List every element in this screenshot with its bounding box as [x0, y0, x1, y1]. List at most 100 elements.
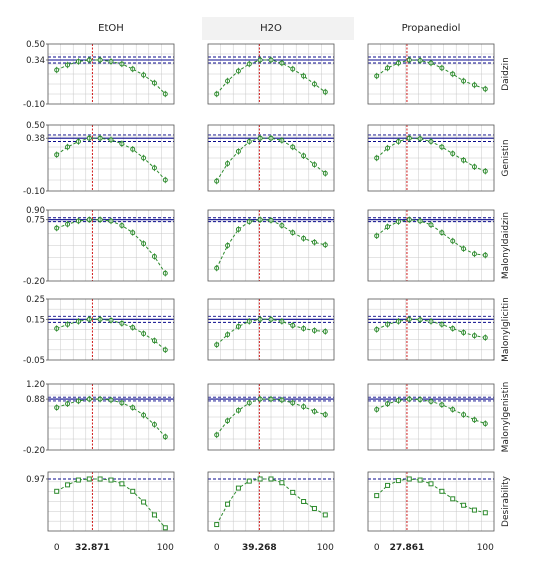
data-point: [395, 478, 401, 484]
data-point: [108, 477, 114, 483]
data-point: [301, 499, 307, 504]
y-tick-label: 1.20: [26, 380, 45, 390]
panel-malonylglicitin-etoh: 0.25 0.15 -0.05: [23, 295, 175, 366]
response-curve-genistin-etoh: [56, 137, 166, 181]
panel-malonylglicitin-propanediol: [367, 298, 495, 361]
data-point: [97, 476, 103, 482]
panel-malonylgenistin-h2o: [207, 383, 335, 451]
panel-frame: [207, 43, 335, 105]
y-tick-label: 0.15: [26, 315, 45, 325]
y-tick-label: -0.10: [23, 187, 45, 197]
data-point: [428, 481, 434, 487]
y-tick-label: 0.88: [26, 395, 45, 405]
optimum-value-etoh: 32.871: [75, 543, 110, 553]
data-point: [450, 496, 456, 502]
panel-frame: [47, 124, 175, 192]
panel-frame: [207, 298, 335, 361]
panel-malonylglicitin-h2o: [207, 298, 335, 361]
panel-malonyldaidzin-etoh: 0.900.75 -0.20: [23, 206, 175, 287]
row-label-daidzin: Daidzin: [501, 57, 511, 91]
data-point: [257, 476, 263, 482]
row-label-malonylgenistin: Malonylgenistin: [501, 382, 511, 453]
panel-frame: [367, 298, 495, 361]
panel-frame: [47, 298, 175, 361]
panel-frame: [207, 209, 335, 282]
header-cell-etoh: [42, 17, 194, 40]
panel-frame: [367, 43, 495, 105]
panel-frame: [47, 383, 175, 451]
panel-genistin-propanediol: [367, 124, 495, 192]
panel-frame: [367, 209, 495, 282]
y-tick-label: 0.50: [26, 40, 45, 50]
panel-desirability-h2o: [207, 471, 335, 532]
x-tick-label-propanediol-0: 0: [374, 543, 380, 553]
optimum-value-propanediol: 27.861: [390, 543, 425, 553]
y-tick-label: 0.97: [26, 475, 45, 485]
data-point: [461, 502, 467, 508]
panels-grid: 0.500.34-0.100.500.38-0.100.900.75-0.200…: [23, 40, 495, 532]
panel-frame: [47, 209, 175, 282]
panel-frame: [47, 43, 175, 105]
data-point: [439, 488, 445, 494]
x-tick-label-etoh-0: 0: [54, 543, 60, 553]
data-point: [235, 485, 241, 491]
row-labels: Daidzin Genistin Malonyldaidzin Malonylglic…: [501, 57, 511, 527]
column-headers: EtOH H2O Propanediol: [42, 17, 514, 40]
data-point: [268, 476, 274, 482]
data-point: [151, 512, 157, 518]
data-point: [86, 476, 92, 482]
data-point: [417, 477, 423, 483]
panel-frame: [207, 471, 335, 532]
data-point: [322, 512, 328, 518]
data-point: [246, 478, 252, 484]
panel-desirability-etoh: 0.97: [26, 471, 175, 532]
data-point: [311, 505, 317, 511]
panel-frame: [367, 124, 495, 192]
header-cell-h2o: [202, 17, 354, 40]
y-tick-label: 0.25: [26, 295, 45, 305]
y-tick-label: 0.34: [26, 56, 45, 66]
data-point: [374, 493, 380, 499]
panel-genistin-h2o: [207, 124, 335, 192]
optimum-value-h2o: 39.268: [242, 543, 277, 553]
x-tick-label-propanediol-100: 100: [477, 543, 494, 553]
data-point: [141, 499, 147, 505]
data-point: [130, 488, 136, 494]
panel-daidzin-etoh: 0.50 0.34 -0.10: [23, 40, 175, 110]
data-point: [385, 482, 391, 488]
data-point: [406, 476, 412, 482]
header-cell-propanediol: [362, 17, 514, 40]
response-curve-malonylgenistin-h2o: [216, 398, 326, 436]
response-curve-malonyldaidzin-h2o: [216, 219, 326, 269]
row-label-genistin: Genistin: [501, 139, 511, 176]
panel-malonyldaidzin-propanediol: [367, 209, 495, 282]
panel-frame: [367, 383, 495, 451]
data-point: [290, 489, 296, 495]
y-tick-label: 0.50: [26, 121, 45, 131]
panel-malonylgenistin-propanediol: [367, 383, 495, 451]
column-title-propanediol: Propanediol: [402, 23, 461, 34]
y-tick-label: 0.90: [26, 206, 45, 216]
panel-frame: [207, 383, 335, 451]
row-label-desirability: Desirability: [501, 475, 511, 527]
panel-frame: [47, 471, 175, 532]
panel-daidzin-propanediol: [367, 43, 495, 105]
data-point: [225, 501, 231, 507]
data-point: [75, 477, 81, 483]
data-point: [119, 481, 125, 487]
y-tick-label: 0.75: [26, 216, 45, 226]
data-point: [279, 480, 285, 486]
y-tick-label: -0.10: [23, 100, 45, 110]
y-tick-label: -0.20: [23, 277, 45, 287]
panel-desirability-propanediol: [367, 471, 495, 532]
column-title-h2o: H2O: [260, 23, 282, 34]
x-axis-labels: 0 100 32.871 0 100 39.268 0 100 27.861: [54, 543, 494, 553]
panel-frame: [207, 124, 335, 192]
panel-frame: [367, 471, 495, 532]
y-tick-label: -0.20: [23, 446, 45, 456]
data-point: [65, 482, 71, 488]
row-label-malonylglicitin: Malonylglicitin: [501, 297, 511, 362]
x-tick-label-etoh-100: 100: [157, 543, 174, 553]
y-tick-label: -0.05: [23, 356, 45, 366]
